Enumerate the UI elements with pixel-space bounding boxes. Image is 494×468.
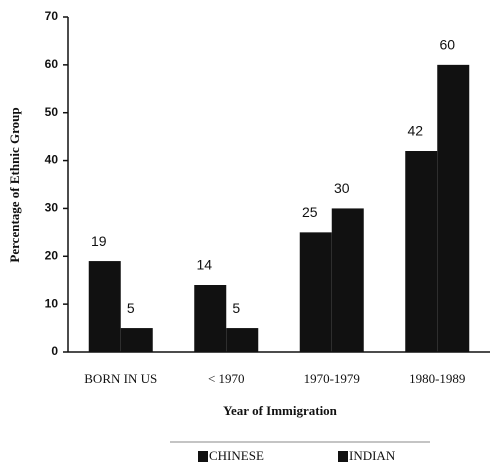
bar bbox=[299, 232, 332, 352]
legend-swatch bbox=[338, 451, 348, 462]
bar bbox=[405, 151, 438, 352]
y-tick-label: 0 bbox=[51, 344, 58, 358]
data-label: 42 bbox=[407, 123, 423, 139]
data-label: 5 bbox=[127, 300, 135, 316]
bar bbox=[194, 285, 227, 352]
y-tick-label: 50 bbox=[45, 105, 59, 119]
y-tick-label: 10 bbox=[45, 296, 59, 310]
y-tick-label: 40 bbox=[45, 153, 59, 167]
data-label: 14 bbox=[196, 257, 212, 273]
data-label: 60 bbox=[439, 37, 455, 53]
bar bbox=[437, 64, 470, 352]
data-label: 5 bbox=[232, 300, 240, 316]
y-tick-label: 20 bbox=[45, 248, 59, 262]
legend-swatch bbox=[198, 451, 208, 462]
bar bbox=[226, 328, 259, 352]
bar bbox=[120, 328, 153, 352]
bar bbox=[88, 261, 121, 352]
x-axis-label: Year of Immigration bbox=[223, 403, 338, 418]
y-tick-label: 60 bbox=[45, 57, 59, 71]
legend-label: INDIAN bbox=[349, 448, 396, 463]
y-tick-label: 70 bbox=[45, 9, 59, 23]
bar bbox=[331, 208, 364, 352]
x-tick-label: < 1970 bbox=[208, 371, 245, 386]
x-tick-label: BORN IN US bbox=[84, 371, 157, 386]
legend-label: CHINESE bbox=[209, 448, 264, 463]
data-label: 25 bbox=[302, 204, 318, 220]
data-label: 19 bbox=[91, 233, 107, 249]
x-tick-label: 1980-1989 bbox=[409, 371, 465, 386]
y-tick-label: 30 bbox=[45, 201, 59, 215]
data-label: 30 bbox=[334, 180, 350, 196]
x-tick-label: 1970-1979 bbox=[304, 371, 360, 386]
y-axis-label: Percentage of Ethnic Group bbox=[7, 107, 22, 262]
